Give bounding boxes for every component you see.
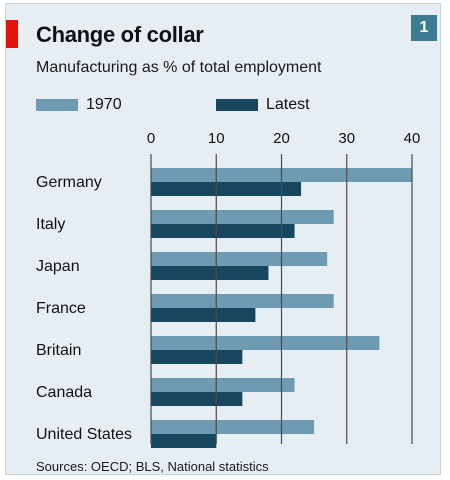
accent-tab bbox=[6, 20, 18, 48]
bar-latest bbox=[151, 266, 269, 280]
bar-1970 bbox=[151, 252, 328, 266]
x-tick-label: 10 bbox=[208, 130, 225, 147]
x-tick-label: 40 bbox=[404, 130, 421, 147]
bar-1970 bbox=[151, 336, 380, 350]
bar-1970 bbox=[151, 420, 315, 434]
category-label: United States bbox=[36, 426, 132, 443]
bar-latest bbox=[151, 434, 217, 448]
legend-swatch-1970 bbox=[36, 99, 78, 111]
category-label: France bbox=[36, 300, 86, 317]
category-label: Japan bbox=[36, 258, 80, 275]
bar-1970 bbox=[151, 294, 334, 308]
x-tick-label: 20 bbox=[273, 130, 290, 147]
bar-latest bbox=[151, 350, 243, 364]
bar-latest bbox=[151, 392, 243, 406]
chart-subtitle: Manufacturing as % of total employment bbox=[36, 59, 322, 76]
x-tick-label: 0 bbox=[147, 130, 155, 147]
source-note: Sources: OECD; BLS, National statistics bbox=[36, 459, 269, 474]
legend-label-latest: Latest bbox=[266, 96, 310, 113]
bar-1970 bbox=[151, 210, 334, 224]
legend-label-1970: 1970 bbox=[86, 96, 122, 113]
category-label: Italy bbox=[36, 216, 65, 233]
legend-item-latest: Latest bbox=[216, 96, 310, 114]
bar-chart: 0 10 20 30 40 Germany Italy Japan France Britain C… bbox=[36, 130, 421, 448]
bar-latest bbox=[151, 182, 302, 196]
legend-swatch-latest bbox=[216, 99, 258, 111]
bar-latest bbox=[151, 224, 295, 238]
chart-number-badge: 1 bbox=[411, 15, 437, 41]
legend-item-1970: 1970 bbox=[36, 96, 122, 114]
chart-panel: Change of collar Manufacturing as % of t… bbox=[5, 3, 441, 475]
category-label: Germany bbox=[36, 174, 102, 191]
category-label: Canada bbox=[36, 384, 92, 401]
chart-title: Change of collar bbox=[36, 22, 204, 47]
category-label: Britain bbox=[36, 342, 81, 359]
bar-1970 bbox=[151, 378, 295, 392]
bar-latest bbox=[151, 308, 256, 322]
x-tick-label: 30 bbox=[338, 130, 355, 147]
